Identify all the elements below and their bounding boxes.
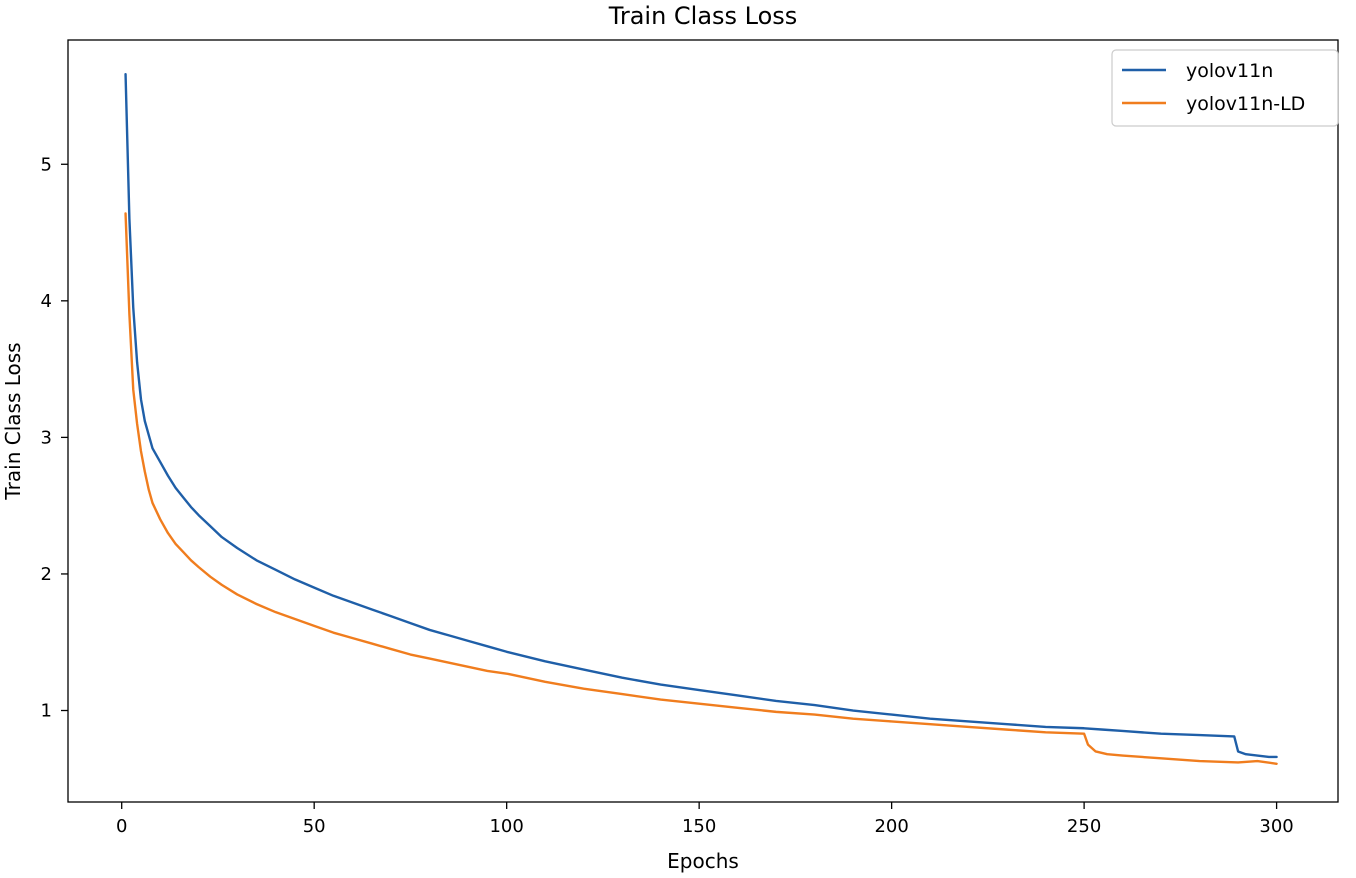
x-tick-label: 100 bbox=[489, 816, 523, 837]
y-tick-label: 5 bbox=[41, 154, 52, 175]
y-tick-label: 2 bbox=[41, 564, 52, 585]
y-axis-label: Train Class Loss bbox=[1, 342, 25, 500]
x-axis-label: Epochs bbox=[667, 849, 739, 873]
legend-box bbox=[1111, 49, 1339, 127]
x-axis: 0 50 100 150 200 250 300 bbox=[116, 802, 1294, 837]
y-axis: 1 2 3 4 5 bbox=[41, 154, 68, 722]
x-tick-label: 300 bbox=[1259, 816, 1293, 837]
series-line-yolov11n bbox=[124, 72, 1278, 759]
series-line-yolov11n-ld bbox=[124, 212, 1278, 765]
y-tick-label: 1 bbox=[41, 701, 52, 722]
x-tick-label: 150 bbox=[682, 816, 716, 837]
x-tick-label: 250 bbox=[1067, 816, 1101, 837]
legend: yolov11n yolov11n-LD bbox=[1111, 49, 1339, 127]
legend-label-yolov11n: yolov11n bbox=[1186, 60, 1273, 82]
y-tick-label: 4 bbox=[41, 291, 52, 312]
legend-label-yolov11n-ld: yolov11n-LD bbox=[1186, 93, 1305, 115]
x-tick-label: 0 bbox=[116, 816, 127, 837]
y-tick-label: 3 bbox=[41, 427, 52, 448]
series-group bbox=[124, 72, 1278, 765]
x-tick-label: 50 bbox=[303, 816, 326, 837]
plot-frame bbox=[67, 39, 1339, 803]
x-tick-label: 200 bbox=[874, 816, 908, 837]
chart-title: Train Class Loss bbox=[608, 2, 798, 30]
